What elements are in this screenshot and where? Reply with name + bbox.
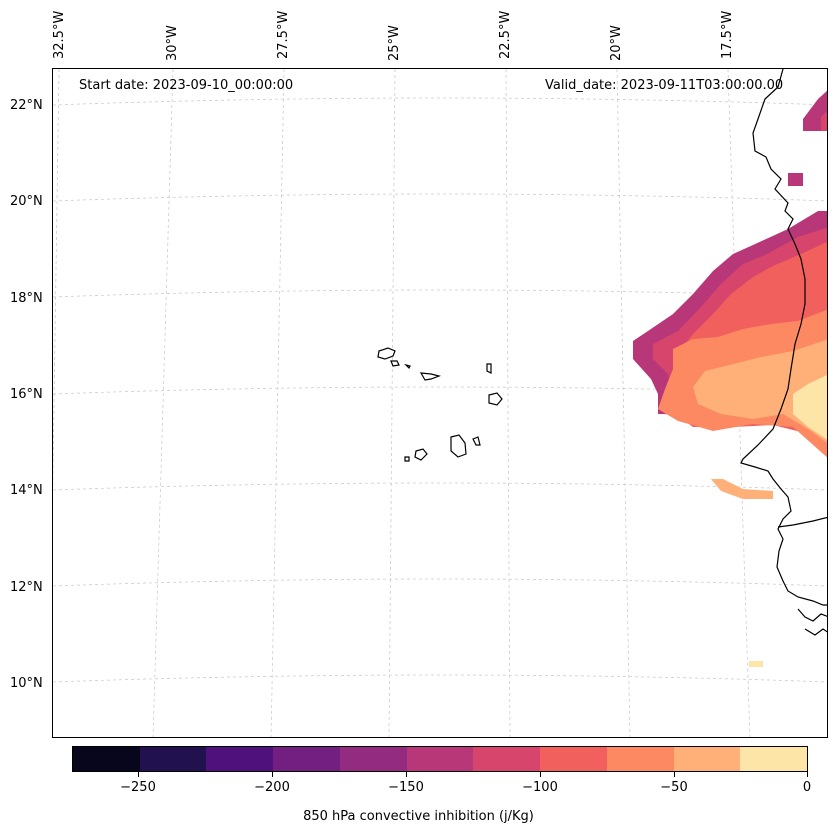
island-maio [472,436,481,446]
lon-gridline-30w [152,69,174,737]
lon-gridline-32.5w [53,69,60,498]
colorbar-label-neg50: −50 [660,780,688,795]
cape-verde-islands [377,347,503,462]
lat-label-14n: 14°N [10,483,43,498]
lon-gridline-20w [616,69,631,737]
colorbar-segment-10 [740,747,808,771]
colorbar-label-neg100: −100 [522,780,558,795]
africa-coastline [740,69,827,606]
map-frame[interactable] [52,68,828,738]
island-sao-vicente [390,360,400,367]
lon-label-20w: 20°W [609,25,624,61]
colorbar [72,746,808,772]
gridlines [53,69,827,737]
colorbar-segment-3 [273,747,340,771]
island-santa-luzia [404,363,411,370]
coastlines [740,69,827,636]
colorbar-segment-9 [673,747,741,771]
colorbar-tick-neg250 [138,772,139,777]
sierra-leone-coast [804,628,827,636]
lat-label-22n: 22°N [10,98,43,113]
lat-label-16n: 16°N [10,387,43,402]
lat-gridline-14n [53,482,827,491]
colorbar-segment-7 [540,747,607,771]
cin-patch-22n-inner [821,111,827,131]
cin-band-6 [793,374,827,440]
lon-gridline-27.5w [270,69,285,737]
colorbar-tick-neg100 [540,772,541,777]
colorbar-tick-neg50 [674,772,675,777]
map-canvas [53,69,827,737]
lon-gridline-22.5w [505,69,511,737]
lon-label-30w: 30°W [165,25,180,61]
island-boa-vista [488,392,503,406]
colorbar-segment-4 [339,747,407,771]
lat-label-18n: 18°N [10,291,43,306]
lat-label-12n: 12°N [10,580,43,595]
lat-gridline-20n [53,193,827,202]
guinea-coast [797,608,827,622]
colorbar-tick-0 [807,772,808,777]
colorbar-label-0: 0 [802,780,812,795]
island-santiago [450,434,467,458]
lat-gridline-22n [53,97,827,106]
colorbar-segment-6 [473,747,541,771]
island-sal [486,363,492,374]
colorbar-tick-neg150 [406,772,407,777]
cin-contours [633,90,827,667]
lon-label-17.5w: 17.5°W [720,10,735,59]
colorbar-segment-0 [73,747,140,771]
colorbar-segment-1 [139,747,207,771]
lon-label-25w: 25°W [387,25,402,61]
lat-gridline-16n [53,386,827,395]
colorbar-tick-neg200 [272,772,273,777]
colorbar-segment-8 [606,747,674,771]
colorbar-segment-2 [206,747,274,771]
island-santo-antao [377,347,396,360]
lon-gridline-17.5w [727,69,751,737]
colorbar-segment-5 [406,747,474,771]
lon-gridline-25w [388,69,396,737]
island-fogo [414,448,428,461]
cin-patch-20n [788,173,803,186]
colorbar-label-neg150: −150 [388,780,424,795]
cin-band-5 [693,339,827,443]
valid-date-text: Valid_date: 2023-09-11T03:00:00.00 [545,78,784,93]
lon-label-27.5w: 27.5°W [276,10,291,59]
lat-label-10n: 10°N [10,676,43,691]
colorbar-title: 850 hPa convective inhibition (j/Kg) [303,809,534,824]
island-brava [404,456,410,462]
lat-gridline-18n [53,289,827,298]
lon-label-32.5w: 32.5°W [52,10,67,59]
colorbar-label-neg200: −200 [254,780,290,795]
cin-strip-14n [711,479,773,499]
colorbar-label-neg250: −250 [120,780,156,795]
start-date-text: Start date: 2023-09-10_00:00:00 [79,78,294,93]
island-sao-nicolau [419,372,442,381]
lat-gridline-12n [53,578,827,587]
lat-label-20n: 20°N [10,194,43,209]
lat-gridline-10n [53,674,827,683]
lon-label-22.5w: 22.5°W [498,10,513,59]
bijagos-coast [777,516,827,528]
cin-patch-10n [749,661,763,667]
